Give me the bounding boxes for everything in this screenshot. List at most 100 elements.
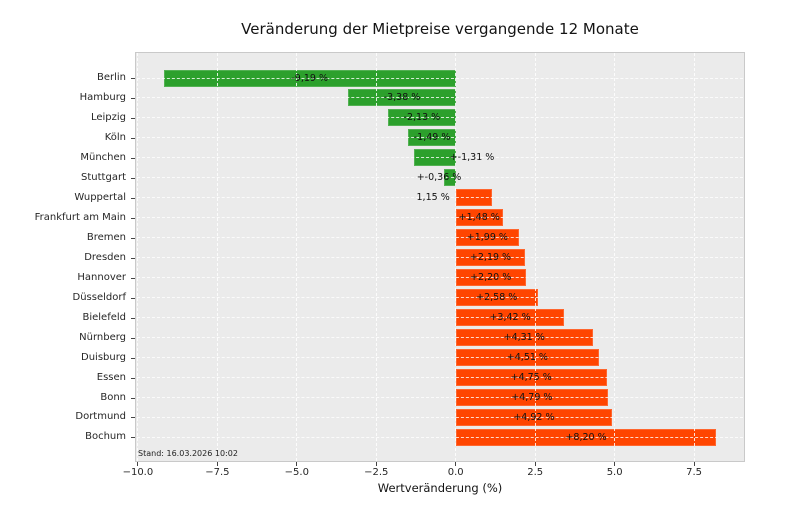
vertical-gridline xyxy=(375,53,377,461)
bar-value-label: +-1,31 % xyxy=(449,152,495,164)
chart-title: Veränderung der Mietpreise vergangende 1… xyxy=(241,20,639,38)
x-tick-label: 7.5 xyxy=(686,467,703,478)
y-tick-mark xyxy=(131,257,135,259)
x-axis-title: Wertveränderung (%) xyxy=(377,481,503,495)
y-tick-mark xyxy=(131,117,135,119)
y-tick-mark xyxy=(131,337,135,339)
y-axis-category-label: Dortmund xyxy=(75,411,126,423)
x-tick-label: 5.0 xyxy=(606,467,623,478)
y-axis-category-label: Berlin xyxy=(96,72,126,83)
vertical-gridline xyxy=(455,53,457,461)
horizontal-gridline xyxy=(137,297,743,299)
y-tick-mark xyxy=(131,317,135,319)
x-tick-mark xyxy=(534,462,536,466)
y-axis-category-label: Stuttgart xyxy=(81,171,126,183)
y-tick-mark xyxy=(131,157,135,159)
plot-area: Stand: 16.03.2026 10:02 -9,19 % -3,38 % -2… xyxy=(135,52,745,462)
y-axis-category-label: Bielefeld xyxy=(82,311,126,323)
y-axis-category-label: Duisburg xyxy=(81,351,126,363)
bar-value-label: +4,79 % xyxy=(511,392,553,404)
horizontal-gridline xyxy=(137,416,743,418)
y-tick-mark xyxy=(131,137,135,139)
y-axis-category-label: Dresden xyxy=(84,251,126,263)
horizontal-gridline xyxy=(137,77,743,79)
bar-value-label: +2,58 % xyxy=(476,292,518,304)
x-tick-mark xyxy=(137,462,139,466)
y-axis-category-label: Bonn xyxy=(100,391,126,403)
horizontal-gridline xyxy=(137,357,743,359)
horizontal-gridline xyxy=(137,217,743,219)
y-axis-category-label: Düsseldorf xyxy=(72,291,127,303)
bar-value-label: -1,49 % xyxy=(413,132,451,144)
y-axis-category-label: Leipzig xyxy=(90,111,126,123)
bar-value-label: +4,31 % xyxy=(503,332,545,344)
bar-value-label: +2,19 % xyxy=(469,252,512,264)
x-tick-mark xyxy=(455,462,457,466)
x-tick-mark xyxy=(296,462,298,466)
x-tick-mark xyxy=(375,462,377,466)
x-tick-label: 0.0 xyxy=(447,467,464,478)
bar-value-label: +4,51 % xyxy=(506,352,548,364)
bar-value-label: +3,42 % xyxy=(489,312,531,324)
bar-value-label: +4,75 % xyxy=(510,372,552,384)
y-tick-mark xyxy=(131,97,135,99)
x-tick-label: −7.5 xyxy=(205,467,230,478)
bar-value-label: +-0,36 % xyxy=(416,172,462,184)
bar-value-label: +4,92 % xyxy=(513,411,555,423)
vertical-gridline xyxy=(693,53,695,461)
horizontal-gridline xyxy=(137,397,743,399)
vertical-gridline xyxy=(614,53,616,461)
vertical-gridline xyxy=(296,53,298,461)
y-tick-mark xyxy=(131,297,135,299)
horizontal-gridline xyxy=(137,377,743,379)
y-tick-mark xyxy=(131,377,135,379)
y-axis-category-label: Wuppertal xyxy=(74,191,126,203)
y-axis-category-label: Hannover xyxy=(77,271,126,283)
y-tick-mark xyxy=(131,277,135,279)
y-axis-category-label: Nürnberg xyxy=(79,331,126,343)
y-tick-mark xyxy=(131,217,135,219)
x-tick-label: 2.5 xyxy=(527,467,544,478)
x-tick-label: −2.5 xyxy=(364,467,389,478)
y-axis-category-label: Hamburg xyxy=(79,91,126,103)
bar-value-label: +2,20 % xyxy=(470,272,512,284)
horizontal-gridline xyxy=(137,436,743,438)
y-tick-mark xyxy=(131,197,135,199)
y-tick-mark xyxy=(131,177,135,179)
horizontal-gridline xyxy=(137,237,743,239)
vertical-gridline xyxy=(534,53,536,461)
horizontal-gridline xyxy=(137,157,743,159)
vertical-gridline xyxy=(137,53,139,461)
y-axis-category-label: Essen xyxy=(96,371,126,383)
y-axis-category-label: Bochum xyxy=(85,431,126,443)
horizontal-gridline xyxy=(137,97,743,99)
bar-value-label: +1,48 % xyxy=(458,212,500,224)
bar-value-label: -2,13 % xyxy=(403,112,441,124)
x-tick-mark xyxy=(693,462,695,466)
horizontal-gridline xyxy=(137,197,743,199)
y-tick-mark xyxy=(131,237,135,239)
horizontal-gridline xyxy=(137,317,743,319)
y-tick-mark xyxy=(131,78,135,79)
y-tick-mark xyxy=(131,437,135,439)
y-axis-category-label: Köln xyxy=(104,131,126,143)
x-tick-mark xyxy=(216,462,218,466)
horizontal-gridline xyxy=(137,117,743,119)
x-tick-mark xyxy=(614,462,616,466)
y-axis-category-label: Bremen xyxy=(86,231,126,243)
bar-value-label: +1,99 % xyxy=(466,232,508,244)
y-tick-mark xyxy=(131,417,135,419)
bar-value-label: +8,20 % xyxy=(565,431,607,443)
y-tick-mark xyxy=(131,397,135,399)
bar-value-label: -3,38 % xyxy=(383,92,421,104)
horizontal-gridline xyxy=(137,257,743,259)
y-axis-category-label: Frankfurt am Main xyxy=(34,211,126,223)
x-tick-label: −5.0 xyxy=(284,467,309,478)
vertical-gridline xyxy=(216,53,218,461)
stand-annotation: Stand: 16.03.2026 10:02 xyxy=(138,449,238,458)
x-tick-label: −10.0 xyxy=(122,467,154,478)
horizontal-gridline xyxy=(137,137,743,139)
bar-value-label: -9,19 % xyxy=(291,72,328,84)
horizontal-gridline xyxy=(137,277,743,279)
